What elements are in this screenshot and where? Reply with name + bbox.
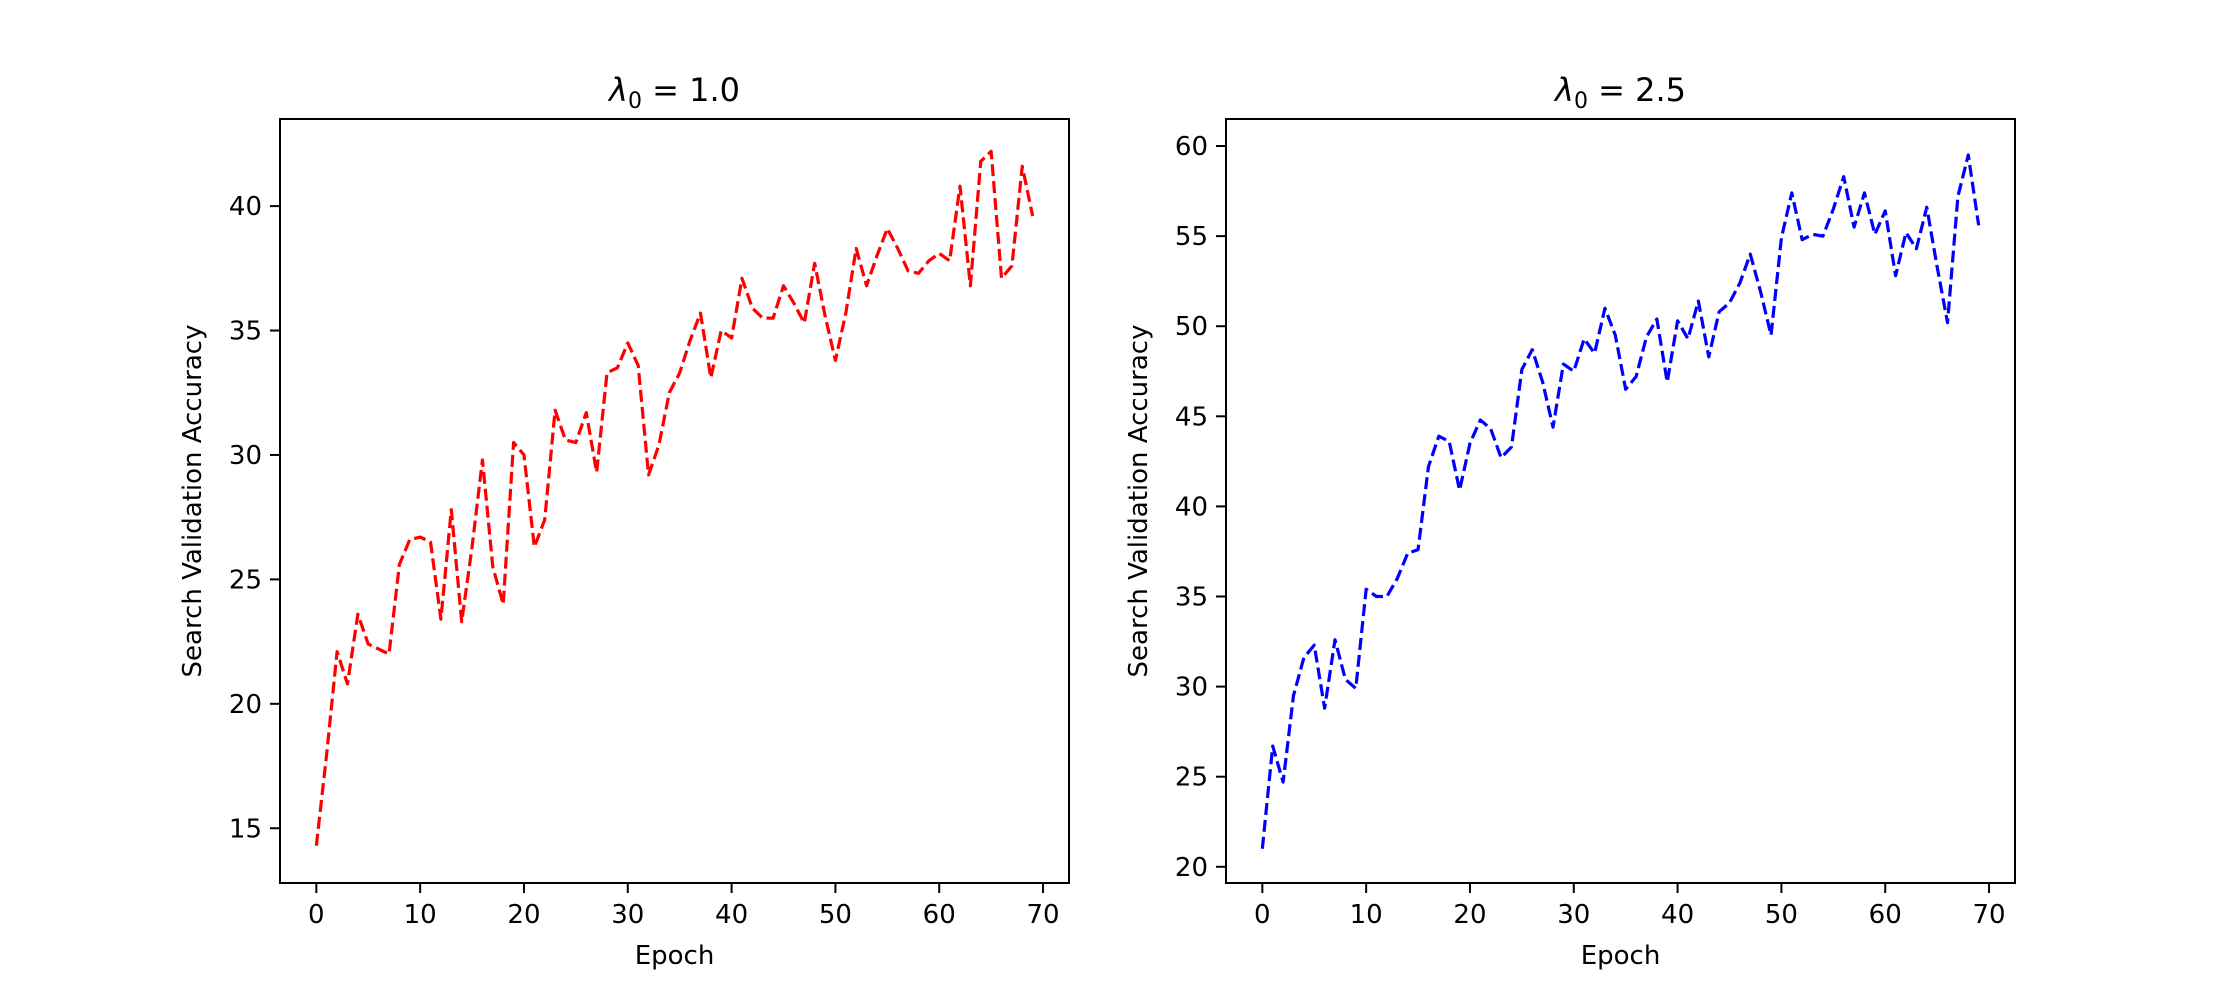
right-y-tick-label: 20 (1175, 853, 1208, 883)
right-y-tick-label: 60 (1175, 132, 1208, 162)
left-x-tick-label: 60 (923, 900, 956, 930)
left-y-tick-label: 35 (229, 317, 262, 347)
right-title-value: = 2.5 (1588, 71, 1686, 109)
left-y-tick-label: 20 (229, 690, 262, 720)
right-title-subscript: 0 (1574, 89, 1588, 114)
right-y-tick-label: 40 (1175, 492, 1208, 522)
right-title-symbol: λ (1553, 71, 1574, 109)
right-y-tick-label: 55 (1175, 222, 1208, 252)
left-x-axis-label: Epoch (635, 941, 715, 971)
right-x-tick-label: 10 (1350, 900, 1383, 930)
left-x-tick-label: 0 (308, 900, 325, 930)
left-y-tick-label: 25 (229, 565, 262, 595)
left-axes-frame (279, 118, 1070, 884)
right-y-axis-label: Search Validation Accuracy (1124, 325, 1154, 678)
right-y-tick-label: 30 (1175, 673, 1208, 703)
left-x-tick-label: 10 (404, 900, 437, 930)
right-y-tick-label: 50 (1175, 312, 1208, 342)
left-x-tick-label: 20 (507, 900, 540, 930)
right-x-tick-label: 40 (1661, 900, 1694, 930)
left-title-value: = 1.0 (642, 71, 740, 109)
left-x-tick-label: 40 (715, 900, 748, 930)
left-x-tick-label: 70 (1026, 900, 1059, 930)
right-x-tick-label: 0 (1254, 900, 1271, 930)
right-y-tick-label: 35 (1175, 583, 1208, 613)
left-title-symbol: λ (607, 71, 628, 109)
left-title-subscript: 0 (628, 89, 642, 114)
right-x-tick-label: 60 (1869, 900, 1902, 930)
left-x-tick-label: 50 (819, 900, 852, 930)
left-x-tick-label: 30 (611, 900, 644, 930)
left-chart-title: λ0 = 1.0 (607, 71, 740, 114)
right-x-axis-label: Epoch (1581, 941, 1661, 971)
left-series-line (314, 149, 1035, 846)
right-chart-title: λ0 = 2.5 (1553, 71, 1686, 114)
right-series-line (1260, 153, 1981, 849)
left-y-tick-label: 30 (229, 441, 262, 471)
left-y-tick-label: 40 (229, 192, 262, 222)
right-x-tick-label: 20 (1453, 900, 1486, 930)
right-chart-panel: 0 10 20 30 40 50 60 70 20 25 30 35 40 45 50 55 60 Epoch Se… (1124, 71, 2016, 971)
right-y-tick-label: 45 (1175, 402, 1208, 432)
right-x-tick-label: 50 (1765, 900, 1798, 930)
right-axes-frame (1225, 118, 2016, 884)
left-y-tick-label: 15 (229, 814, 262, 844)
left-y-axis-label: Search Validation Accuracy (178, 325, 208, 678)
right-x-tick-label: 30 (1557, 900, 1590, 930)
right-x-tick-label: 70 (1972, 900, 2005, 930)
right-y-tick-label: 25 (1175, 763, 1208, 793)
